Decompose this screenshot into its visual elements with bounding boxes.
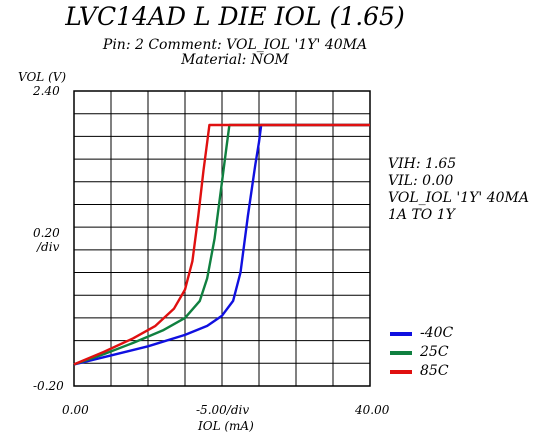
- y-top-tick-label: 2.40: [33, 84, 60, 98]
- chart-title: LVC14AD L DIE IOL (1.65): [65, 2, 405, 31]
- y-div-label-unit: /div: [37, 240, 60, 254]
- info-line-vih: VIH: 1.65: [388, 156, 457, 172]
- legend-label: 25C: [420, 344, 449, 360]
- subtitle-line-2: Material: NOM: [181, 52, 289, 68]
- plot-frame: [73, 90, 371, 387]
- legend-swatch: [390, 332, 412, 336]
- legend-swatch: [390, 351, 412, 355]
- info-line-vil: VIL: 0.00: [388, 173, 454, 189]
- test-conditions: VIH: 1.65 VIL: 0.00 VOL_IOL '1Y' 40MA 1A…: [388, 156, 529, 224]
- legend-label: -40C: [420, 325, 454, 341]
- y-bottom-tick-label: -0.20: [33, 379, 64, 393]
- chart-subtitle: Pin: 2 Comment: VOL_IOL '1Y' 40MA Materi…: [0, 38, 470, 68]
- series-line-0: [73, 123, 370, 366]
- x-right-tick-label: 40.00: [355, 403, 390, 417]
- series-line-2: [73, 123, 370, 366]
- y-div-label-value: 0.20: [33, 226, 60, 240]
- legend-label: 85C: [420, 363, 449, 379]
- y-axis-label: VOL (V): [18, 70, 67, 84]
- x-left-tick-label: 0.00: [62, 403, 89, 417]
- x-div-label: -5.00/div: [196, 403, 250, 417]
- subtitle-line-1: Pin: 2 Comment: VOL_IOL '1Y' 40MA: [102, 37, 368, 53]
- legend-swatch: [390, 370, 412, 374]
- x-axis-label: IOL (mA): [198, 419, 254, 433]
- info-line-path: 1A TO 1Y: [388, 207, 455, 223]
- info-line-test: VOL_IOL '1Y' 40MA: [388, 190, 529, 206]
